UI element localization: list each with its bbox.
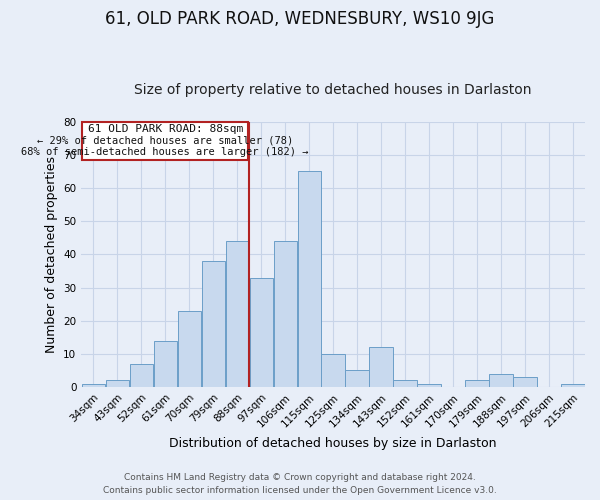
Text: ← 29% of detached houses are smaller (78): ← 29% of detached houses are smaller (78… bbox=[37, 136, 293, 145]
Bar bbox=[322, 354, 345, 387]
Bar bbox=[394, 380, 417, 387]
Text: 68% of semi-detached houses are larger (182) →: 68% of semi-detached houses are larger (… bbox=[22, 146, 309, 156]
Text: 61, OLD PARK ROAD, WEDNESBURY, WS10 9JG: 61, OLD PARK ROAD, WEDNESBURY, WS10 9JG bbox=[106, 10, 494, 28]
Bar bbox=[562, 384, 584, 387]
Bar bbox=[130, 364, 153, 387]
Bar bbox=[178, 310, 201, 387]
Text: Contains HM Land Registry data © Crown copyright and database right 2024.
Contai: Contains HM Land Registry data © Crown c… bbox=[103, 474, 497, 495]
Title: Size of property relative to detached houses in Darlaston: Size of property relative to detached ho… bbox=[134, 83, 532, 97]
Bar bbox=[250, 278, 273, 387]
Bar bbox=[82, 122, 248, 160]
Bar bbox=[274, 241, 297, 387]
Bar bbox=[370, 347, 393, 387]
X-axis label: Distribution of detached houses by size in Darlaston: Distribution of detached houses by size … bbox=[169, 437, 497, 450]
Bar bbox=[106, 380, 129, 387]
Y-axis label: Number of detached properties: Number of detached properties bbox=[45, 156, 58, 353]
Bar bbox=[466, 380, 488, 387]
Bar bbox=[514, 377, 536, 387]
Bar bbox=[82, 384, 105, 387]
Bar bbox=[298, 172, 321, 387]
Bar bbox=[418, 384, 441, 387]
Bar bbox=[226, 241, 249, 387]
Bar bbox=[154, 340, 177, 387]
Bar bbox=[490, 374, 512, 387]
Bar bbox=[346, 370, 369, 387]
Bar bbox=[202, 261, 225, 387]
Text: 61 OLD PARK ROAD: 88sqm: 61 OLD PARK ROAD: 88sqm bbox=[88, 124, 243, 134]
